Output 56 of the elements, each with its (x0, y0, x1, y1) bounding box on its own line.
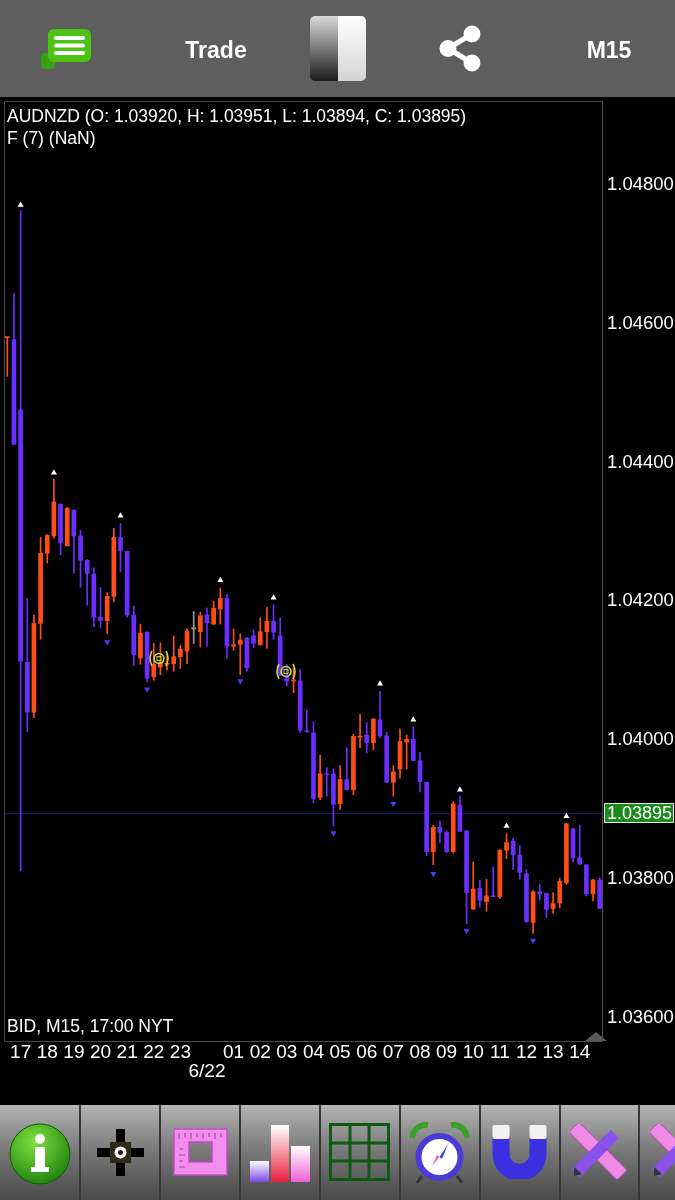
x-tick-label: 20 (89, 1040, 112, 1062)
candlestick (490, 866, 496, 898)
y-tick-label: 1.03800 (607, 866, 674, 888)
y-tick-label: 1.04800 (607, 173, 674, 195)
y-tick-label: 1.04400 (607, 450, 674, 472)
candlestick (5, 336, 10, 377)
point (563, 812, 570, 818)
point (17, 201, 24, 207)
point (237, 679, 244, 685)
point (463, 928, 470, 935)
text: Trade (185, 36, 247, 64)
x-tick-label: 09 (436, 1040, 458, 1062)
candlestick (577, 824, 583, 866)
x-tick-label: 17 (10, 1040, 32, 1062)
ref-line-label: 1.03895 (607, 802, 673, 823)
x-tick-label: 23 (169, 1040, 191, 1062)
point (217, 576, 224, 583)
x-tick-label: 21 (116, 1040, 138, 1062)
x-tick-label: 19 (63, 1040, 85, 1062)
point (117, 512, 124, 518)
x-tick-label: 08 (409, 1040, 431, 1062)
x-tick-label: 10 (462, 1040, 484, 1062)
x-tick-label: 22 (143, 1040, 165, 1062)
x-tick-label: 01 (223, 1040, 245, 1062)
point (430, 872, 437, 878)
y-tick-label: 1.04600 (607, 311, 674, 333)
y-tick-label: 1.04000 (607, 728, 674, 750)
point (410, 716, 417, 722)
point (104, 640, 111, 646)
text: M15 (586, 36, 632, 64)
y-tick-label: 1.04200 (607, 589, 674, 611)
y-tick-label: 1.03600 (607, 1005, 674, 1027)
x-tick-label: 11 (489, 1040, 510, 1062)
point (503, 822, 510, 828)
chart-title: AUDNZD (O: 1.03920, H: 1.03951, L: 1.03894, C: 1.03895) (7, 105, 467, 126)
x-tick-label: 06 (356, 1040, 378, 1062)
x-tick-label: 12 (515, 1040, 538, 1062)
point (390, 802, 397, 808)
x-tick-label: 14 (569, 1040, 591, 1062)
x-tick-label: 13 (542, 1040, 564, 1062)
x-tick-label: 03 (276, 1040, 298, 1062)
x-tick-label: 6/22 (188, 1059, 226, 1081)
candlestick (324, 767, 330, 797)
x-tick-label: 02 (249, 1040, 271, 1062)
x-tick-label: 18 (36, 1040, 58, 1062)
x-tick-label: 05 (329, 1040, 351, 1062)
text: F (7) (NaN) (7, 127, 96, 148)
candlestick (344, 747, 350, 791)
candlestick (171, 635, 177, 672)
x-tick-label: 07 (382, 1040, 404, 1062)
candlestick (237, 633, 243, 676)
point (456, 786, 463, 792)
point (330, 831, 337, 837)
annotation: BID, M15, 17:00 NYT (7, 1015, 174, 1036)
x-tick-label: 04 (302, 1040, 325, 1062)
point (50, 469, 57, 475)
